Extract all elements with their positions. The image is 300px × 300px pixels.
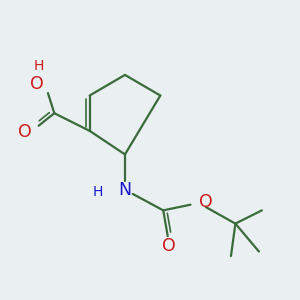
Circle shape: [118, 183, 131, 196]
Text: H: H: [34, 59, 44, 73]
Circle shape: [96, 186, 110, 199]
Circle shape: [25, 125, 38, 138]
Text: N: N: [118, 181, 131, 199]
Text: H: H: [92, 185, 103, 199]
Text: O: O: [18, 123, 31, 141]
Circle shape: [193, 196, 206, 209]
Text: O: O: [30, 75, 44, 93]
Circle shape: [38, 60, 50, 73]
Circle shape: [38, 78, 50, 91]
Text: O: O: [162, 237, 176, 255]
Text: O: O: [200, 194, 213, 211]
Circle shape: [163, 239, 176, 252]
